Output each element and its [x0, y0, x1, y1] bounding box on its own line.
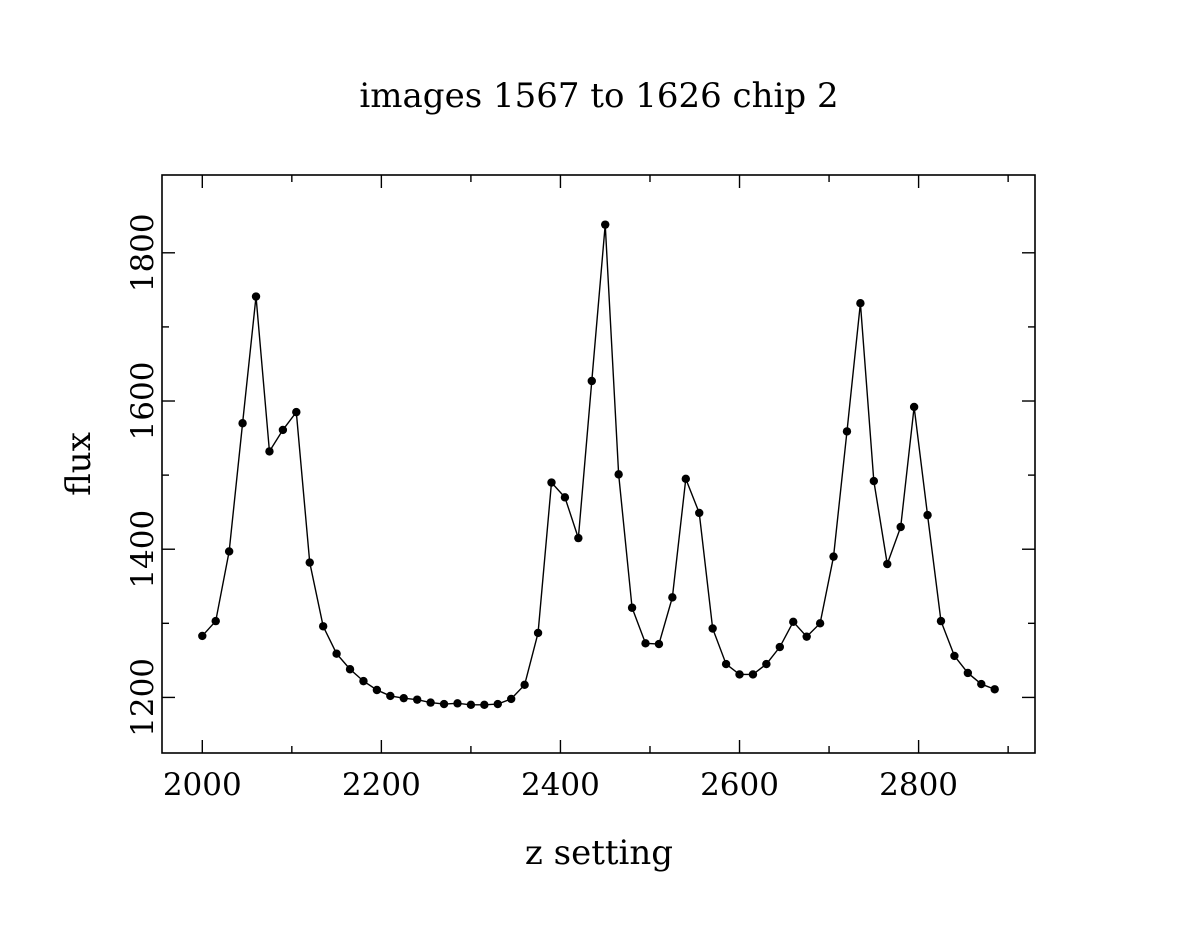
- data-series: [198, 220, 999, 710]
- data-point: [668, 593, 677, 602]
- data-point: [574, 533, 583, 543]
- data-point: [560, 493, 570, 502]
- data-point: [775, 642, 785, 652]
- data-point: [909, 402, 919, 412]
- x-axis-label: z setting: [525, 833, 673, 873]
- x-tick-label: 2800: [879, 767, 958, 803]
- data-point: [789, 617, 798, 627]
- data-point: [990, 685, 999, 694]
- data-point: [359, 676, 368, 686]
- y-axis-label: flux: [59, 432, 99, 496]
- data-point: [278, 425, 288, 435]
- data-point: [654, 639, 664, 649]
- data-point: [829, 552, 838, 561]
- data-point: [224, 547, 234, 556]
- data-point: [842, 427, 852, 436]
- data-point: [345, 665, 355, 674]
- data-point: [292, 407, 301, 417]
- data-point: [802, 632, 811, 641]
- data-point: [372, 685, 382, 695]
- plot-frame: [161, 174, 1036, 754]
- data-point: [426, 698, 435, 707]
- chart-title: images 1567 to 1626 chip 2: [359, 76, 838, 116]
- x-tick-label: 2600: [700, 767, 779, 803]
- data-point: [856, 299, 865, 308]
- data-point: [198, 631, 207, 641]
- data-point: [735, 670, 744, 679]
- data-point: [587, 376, 596, 386]
- tick-labels: 2000 2200 2400 2600 2800 1200 1400 1600 1800: [125, 213, 958, 803]
- data-point: [869, 476, 879, 486]
- data-point: [614, 470, 623, 479]
- data-point: [923, 510, 932, 520]
- data-point: [950, 651, 959, 661]
- data-point: [480, 700, 489, 710]
- data-point: [412, 695, 422, 704]
- data-point: [265, 447, 274, 456]
- x-tick-label: 2200: [342, 767, 421, 803]
- data-point: [386, 691, 395, 701]
- data-point: [762, 659, 771, 669]
- data-point: [466, 700, 476, 710]
- data-point: [695, 508, 704, 518]
- data-point: [533, 628, 543, 638]
- data-point: [963, 668, 973, 678]
- y-tick-label: 1800: [125, 213, 161, 292]
- data-point: [547, 478, 556, 487]
- data-point: [520, 680, 529, 690]
- data-point: [721, 659, 731, 669]
- data-point: [493, 699, 502, 709]
- data-point: [896, 522, 905, 532]
- y-tick-label: 1600: [125, 362, 161, 441]
- data-point: [748, 670, 758, 679]
- data-point: [601, 220, 610, 229]
- data-point: [318, 622, 328, 631]
- x-tick-label: 2400: [521, 767, 600, 803]
- data-point: [238, 419, 247, 428]
- data-point: [399, 693, 408, 703]
- y-tick-label: 1400: [125, 510, 161, 589]
- data-point: [507, 694, 516, 704]
- data-point: [453, 699, 462, 708]
- data-point: [641, 639, 650, 648]
- y-tick-label: 1200: [125, 658, 161, 737]
- data-point: [883, 559, 892, 569]
- series-line: [201, 224, 995, 706]
- data-point: [627, 603, 637, 612]
- data-point: [681, 474, 690, 484]
- tick-marks: [162, 175, 1035, 753]
- data-point: [977, 679, 986, 689]
- data-point: [332, 649, 341, 658]
- data-point: [439, 699, 449, 709]
- data-point: [936, 616, 946, 626]
- data-point: [815, 619, 825, 628]
- x-tick-label: 2000: [163, 767, 242, 803]
- data-point: [251, 292, 261, 301]
- data-point: [211, 616, 220, 626]
- data-point: [305, 558, 314, 567]
- data-point: [708, 624, 717, 633]
